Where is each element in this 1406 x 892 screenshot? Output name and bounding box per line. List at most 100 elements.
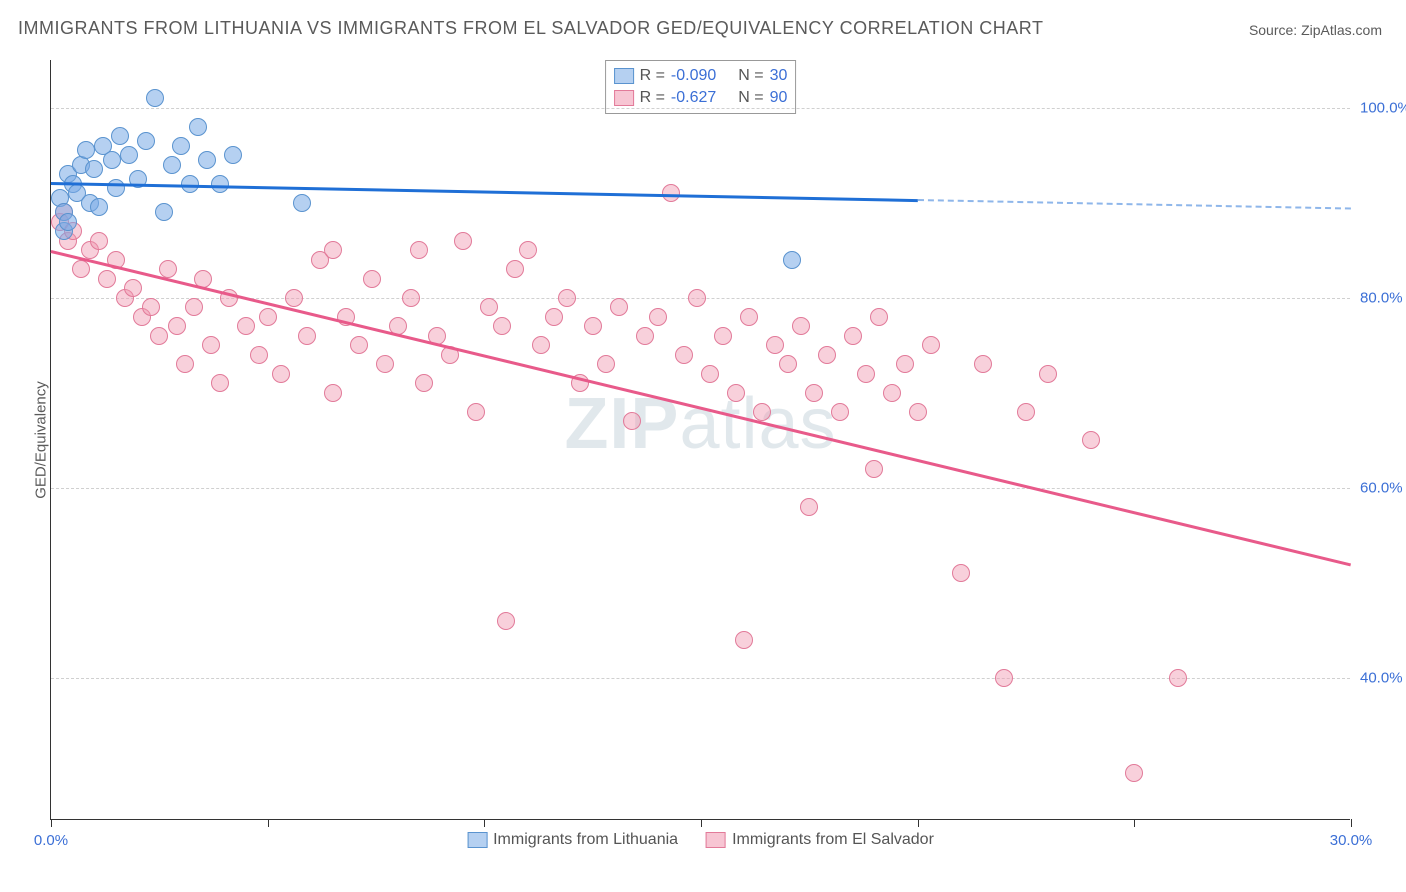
scatter-point bbox=[146, 89, 164, 107]
r-value-lithuania: -0.090 bbox=[671, 67, 716, 85]
scatter-point bbox=[150, 327, 168, 345]
legend-row-elsalvador: R = -0.627 N = 90 bbox=[614, 87, 788, 109]
scatter-point bbox=[870, 308, 888, 326]
scatter-point bbox=[155, 203, 173, 221]
scatter-point bbox=[415, 374, 433, 392]
legend-label-lithuania: Immigrants from Lithuania bbox=[493, 831, 678, 849]
chart-title: IMMIGRANTS FROM LITHUANIA VS IMMIGRANTS … bbox=[18, 18, 1043, 39]
swatch-elsalvador bbox=[706, 832, 726, 848]
scatter-point bbox=[735, 631, 753, 649]
scatter-point bbox=[1082, 431, 1100, 449]
scatter-point bbox=[597, 355, 615, 373]
legend-item-elsalvador: Immigrants from El Salvador bbox=[706, 831, 934, 849]
swatch-elsalvador bbox=[614, 90, 634, 106]
scatter-point bbox=[137, 132, 155, 150]
x-tick bbox=[1351, 819, 1352, 827]
scatter-point bbox=[285, 289, 303, 307]
gridline bbox=[51, 678, 1350, 679]
scatter-point bbox=[519, 241, 537, 259]
scatter-point bbox=[198, 151, 216, 169]
scatter-point bbox=[98, 270, 116, 288]
scatter-point bbox=[779, 355, 797, 373]
scatter-point bbox=[995, 669, 1013, 687]
trend-line-dashed bbox=[918, 199, 1351, 210]
scatter-point bbox=[211, 175, 229, 193]
scatter-point bbox=[142, 298, 160, 316]
legend-stats-box: R = -0.090 N = 30 R = -0.627 N = 90 bbox=[605, 60, 797, 114]
x-tick-label: 30.0% bbox=[1330, 832, 1373, 849]
scatter-point bbox=[172, 137, 190, 155]
scatter-point bbox=[649, 308, 667, 326]
n-value-lithuania: 30 bbox=[770, 67, 788, 85]
swatch-lithuania bbox=[614, 68, 634, 84]
r-value-elsalvador: -0.627 bbox=[671, 89, 716, 107]
scatter-point bbox=[185, 298, 203, 316]
scatter-point bbox=[181, 175, 199, 193]
scatter-point bbox=[922, 336, 940, 354]
scatter-point bbox=[189, 118, 207, 136]
scatter-point bbox=[376, 355, 394, 373]
source-attribution: Source: ZipAtlas.com bbox=[1249, 22, 1382, 38]
scatter-point bbox=[766, 336, 784, 354]
x-tick bbox=[1134, 819, 1135, 827]
scatter-point bbox=[952, 564, 970, 582]
scatter-point bbox=[176, 355, 194, 373]
scatter-point bbox=[1125, 764, 1143, 782]
scatter-point bbox=[558, 289, 576, 307]
y-tick-label: 40.0% bbox=[1360, 669, 1406, 686]
scatter-point bbox=[740, 308, 758, 326]
scatter-point bbox=[610, 298, 628, 316]
scatter-point bbox=[211, 374, 229, 392]
scatter-point bbox=[402, 289, 420, 307]
legend-label-elsalvador: Immigrants from El Salvador bbox=[732, 831, 934, 849]
trend-line bbox=[51, 182, 918, 202]
scatter-point bbox=[159, 260, 177, 278]
scatter-point bbox=[124, 279, 142, 297]
r-label: R = bbox=[640, 67, 665, 85]
scatter-point bbox=[467, 403, 485, 421]
scatter-point bbox=[480, 298, 498, 316]
scatter-point bbox=[792, 317, 810, 335]
scatter-point bbox=[701, 365, 719, 383]
scatter-point bbox=[111, 127, 129, 145]
scatter-point bbox=[857, 365, 875, 383]
scatter-point bbox=[584, 317, 602, 335]
gridline bbox=[51, 108, 1350, 109]
scatter-point bbox=[202, 336, 220, 354]
scatter-point bbox=[714, 327, 732, 345]
scatter-point bbox=[623, 412, 641, 430]
scatter-point bbox=[805, 384, 823, 402]
r-label: R = bbox=[640, 89, 665, 107]
scatter-point bbox=[493, 317, 511, 335]
scatter-point bbox=[410, 241, 428, 259]
scatter-point bbox=[272, 365, 290, 383]
scatter-point bbox=[800, 498, 818, 516]
scatter-point bbox=[974, 355, 992, 373]
y-tick-label: 100.0% bbox=[1360, 99, 1406, 116]
scatter-point bbox=[324, 384, 342, 402]
chart-plot-area: GED/Equivalency ZIPatlas R = -0.090 N = … bbox=[50, 60, 1350, 820]
scatter-point bbox=[259, 308, 277, 326]
scatter-point bbox=[324, 241, 342, 259]
scatter-point bbox=[90, 198, 108, 216]
scatter-point bbox=[77, 141, 95, 159]
x-tick bbox=[51, 819, 52, 827]
scatter-point bbox=[506, 260, 524, 278]
n-label: N = bbox=[738, 67, 763, 85]
x-tick bbox=[268, 819, 269, 827]
y-tick-label: 80.0% bbox=[1360, 289, 1406, 306]
scatter-point bbox=[497, 612, 515, 630]
n-label: N = bbox=[738, 89, 763, 107]
scatter-point bbox=[1169, 669, 1187, 687]
swatch-lithuania bbox=[467, 832, 487, 848]
scatter-point bbox=[350, 336, 368, 354]
scatter-point bbox=[250, 346, 268, 364]
scatter-point bbox=[107, 179, 125, 197]
scatter-point bbox=[1017, 403, 1035, 421]
x-tick bbox=[484, 819, 485, 827]
scatter-point bbox=[909, 403, 927, 421]
scatter-point bbox=[103, 151, 121, 169]
scatter-point bbox=[727, 384, 745, 402]
scatter-point bbox=[120, 146, 138, 164]
y-tick-label: 60.0% bbox=[1360, 479, 1406, 496]
